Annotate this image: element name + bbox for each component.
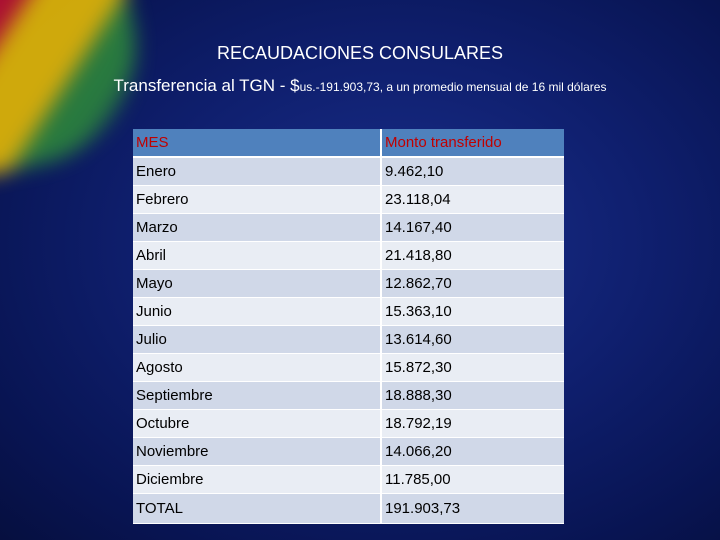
amount-cell: 9.462,10 <box>380 157 564 186</box>
month-cell: Febrero <box>133 185 381 214</box>
table-header-row: MES Monto transferido <box>133 129 564 158</box>
table-row: Agosto 15.872,30 <box>133 353 564 382</box>
page-subtitle: Transferencia al TGN - $us.-191.903,73, … <box>0 76 720 96</box>
month-cell: Septiembre <box>133 381 381 410</box>
amount-cell: 14.066,20 <box>380 437 564 466</box>
table-row: Septiembre 18.888,30 <box>133 381 564 410</box>
column-header-month: MES <box>133 129 381 158</box>
month-cell: TOTAL <box>133 493 381 524</box>
table-row: Octubre 18.792,19 <box>133 409 564 438</box>
month-cell: Mayo <box>133 269 381 298</box>
table-body: Enero 9.462,10 Febrero 23.118,04 Marzo 14.167… <box>133 157 564 524</box>
transfers-table: MES Monto transferido Enero 9.462,10 Febre… <box>133 129 564 524</box>
table-row: Julio 13.614,60 <box>133 325 564 354</box>
amount-cell: 15.363,10 <box>380 297 564 326</box>
amount-cell: 21.418,80 <box>380 241 564 270</box>
table-row: Abril 21.418,80 <box>133 241 564 270</box>
amount-cell: 15.872,30 <box>380 353 564 382</box>
column-header-amount: Monto transferido <box>380 129 564 158</box>
month-cell: Marzo <box>133 213 381 242</box>
month-cell: Octubre <box>133 409 381 438</box>
month-cell: Agosto <box>133 353 381 382</box>
month-cell: Junio <box>133 297 381 326</box>
amount-cell: 11.785,00 <box>380 465 564 494</box>
table-row: TOTAL 191.903,73 <box>133 493 564 524</box>
month-cell: Julio <box>133 325 381 354</box>
amount-cell: 13.614,60 <box>380 325 564 354</box>
table-row: Junio 15.363,10 <box>133 297 564 326</box>
page-title: RECAUDACIONES CONSULARES <box>216 43 504 63</box>
amount-cell: 18.792,19 <box>380 409 564 438</box>
month-cell: Enero <box>133 157 381 186</box>
table-row: Mayo 12.862,70 <box>133 269 564 298</box>
amount-cell: 23.118,04 <box>380 185 564 214</box>
subtitle-main: Transferencia al TGN - $ <box>113 76 300 95</box>
table-row: Enero 9.462,10 <box>133 157 564 186</box>
table-row: Febrero 23.118,04 <box>133 185 564 214</box>
month-cell: Diciembre <box>133 465 381 494</box>
amount-cell: 18.888,30 <box>380 381 564 410</box>
amount-cell: 12.862,70 <box>380 269 564 298</box>
subtitle-detail: us.-191.903,73, a un promedio mensual de… <box>299 80 607 94</box>
month-cell: Noviembre <box>133 437 381 466</box>
amount-cell: 191.903,73 <box>380 493 564 524</box>
table-row: Noviembre 14.066,20 <box>133 437 564 466</box>
month-cell: Abril <box>133 241 381 270</box>
amount-cell: 14.167,40 <box>380 213 564 242</box>
table-row: Diciembre 11.785,00 <box>133 465 564 494</box>
table-row: Marzo 14.167,40 <box>133 213 564 242</box>
